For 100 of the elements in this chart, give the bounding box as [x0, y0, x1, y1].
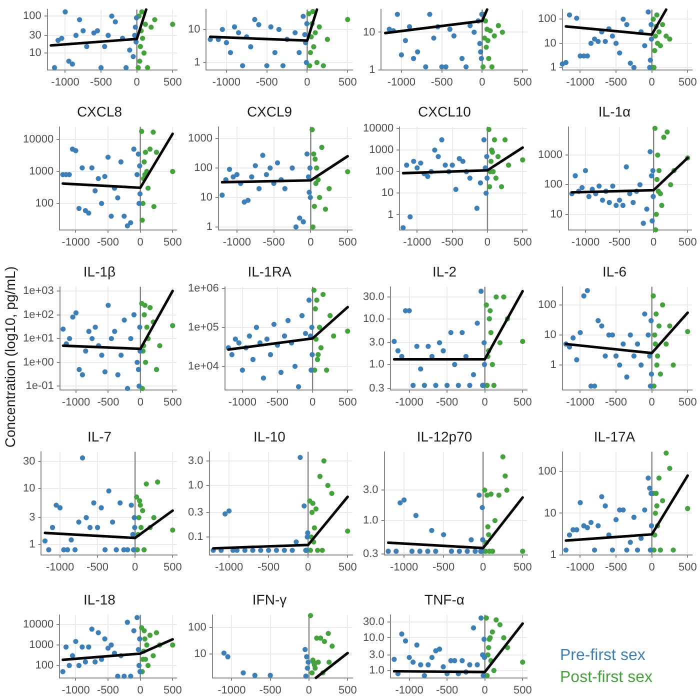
chart-title: IL-2 — [432, 263, 457, 280]
x-tick-label: 500 — [513, 236, 532, 248]
x-tick-label: 500 — [678, 76, 697, 88]
x-tick-label: -1000 — [390, 561, 418, 574]
x-tick-label: 0 — [309, 396, 316, 408]
y-tick-label: 10 — [188, 24, 200, 36]
y-tick-label: 3.0 — [188, 454, 204, 467]
x-tick-label: 500 — [513, 76, 532, 88]
x-tick-label: -1000 — [395, 396, 424, 408]
x-tick-label: 0 — [306, 684, 312, 696]
y-tick-label: 30 — [29, 29, 42, 42]
y-tick-label: 1 — [29, 538, 36, 550]
x-tick-label: 500 — [163, 76, 182, 88]
y-tick-label: 1000 — [29, 166, 54, 178]
x-tick-label: -500 — [605, 396, 628, 408]
y-tick-label: 10 — [200, 192, 212, 204]
x-tick-label: -500 — [430, 76, 453, 88]
x-tick-label: -500 — [90, 76, 112, 88]
x-tick-label: 500 — [163, 684, 182, 696]
chart-title: IL-17A — [594, 428, 636, 444]
x-tick-label: 0 — [304, 76, 310, 88]
x-tick-label: -500 — [608, 236, 631, 248]
chart-title: IFN-γ — [252, 591, 287, 608]
x-tick-label: 500 — [163, 236, 182, 248]
x-tick-label: 500 — [338, 76, 357, 88]
y-tick-label: 3.0 — [369, 648, 384, 661]
x-tick-label: -500 — [258, 561, 280, 574]
y-tick-label: 100 — [194, 162, 212, 174]
y-tick-label: 1e-01 — [26, 380, 54, 392]
x-tick-label: 0 — [137, 236, 144, 248]
x-tick-label: -500 — [436, 684, 458, 696]
y-tick-label: 10 — [381, 187, 394, 200]
y-tick-label: 1000 — [369, 144, 394, 156]
x-tick-label: -1000 — [403, 236, 432, 248]
x-tick-label: -500 — [436, 396, 458, 408]
x-tick-label: 500 — [338, 396, 357, 408]
y-tick-label: 10 — [194, 648, 206, 660]
chart-title: IL-10 — [254, 428, 286, 444]
text: Pre-first sex — [560, 646, 646, 666]
x-tick-label: -500 — [97, 396, 120, 408]
x-tick-label: -1000 — [228, 396, 256, 408]
x-tick-label: 500 — [678, 396, 697, 408]
y-tick-label: 10 — [362, 26, 376, 38]
y-tick-label: 1e+05 — [188, 321, 219, 334]
x-tick-label: 0 — [648, 76, 655, 88]
y-tick-label: 10 — [29, 47, 42, 60]
y-tick-label: 10.0 — [362, 632, 384, 644]
x-tick-label: 0 — [482, 684, 488, 696]
y-tick-label: 10 — [544, 328, 556, 341]
x-tick-label: -1000 — [62, 396, 90, 408]
x-tick-label: 0 — [482, 396, 488, 408]
y-tick-label: 30.0 — [362, 290, 384, 303]
chart-title: IL-18 — [84, 591, 116, 608]
y-tick-label: 1e+03 — [22, 285, 54, 298]
y-tick-label: 1 — [550, 61, 556, 74]
chart-title: IL-1RA — [248, 263, 292, 280]
x-tick-label: 0 — [648, 561, 655, 574]
x-tick-label: -500 — [97, 236, 120, 248]
x-tick-label: -500 — [86, 561, 109, 574]
chart-title: IL-7 — [87, 428, 112, 444]
x-tick-label: 500 — [678, 561, 697, 574]
x-tick-label: 0 — [137, 396, 144, 408]
x-tick-label: -500 — [262, 236, 285, 248]
x-tick-label: 0 — [305, 561, 312, 574]
y-tick-label: 1e+04 — [188, 360, 219, 372]
x-tick-label: -500 — [441, 236, 464, 248]
chart-title: CXCL9 — [246, 103, 292, 120]
x-tick-label: -1000 — [395, 684, 424, 696]
y-tick-label: 3 — [29, 512, 36, 524]
y-tick-label: 10000 — [22, 134, 54, 146]
text: Post-first sex — [560, 668, 652, 688]
y-tick-label: 10 — [22, 482, 36, 494]
y-tick-label: 1000 — [29, 639, 54, 652]
x-tick-label: 0 — [484, 236, 491, 248]
x-tick-label: -1000 — [387, 76, 416, 88]
y-tick-label: 0.3 — [188, 506, 204, 518]
y-tick-label: 30.0 — [362, 616, 384, 628]
y-tick-label: 1 — [206, 220, 212, 233]
chart-title: IL-12p70 — [416, 428, 472, 444]
x-tick-label: 500 — [678, 236, 697, 248]
y-tick-label: 1 — [550, 548, 556, 561]
x-tick-label: 0 — [648, 396, 655, 408]
y-tick-label: 1000 — [538, 149, 562, 162]
y-tick-label: 1.0 — [362, 514, 378, 527]
x-tick-label: 0 — [480, 561, 486, 574]
x-tick-label: -1000 — [218, 684, 246, 696]
y-tick-label: 1e+02 — [22, 308, 54, 321]
x-tick-label: -1000 — [62, 684, 90, 696]
x-tick-label: 0 — [132, 561, 138, 574]
x-tick-label: -500 — [97, 684, 120, 696]
x-tick-label: 500 — [513, 561, 532, 574]
chart-title: CXCL8 — [76, 103, 122, 120]
x-tick-label: 0 — [137, 684, 144, 696]
x-tick-label: 0 — [134, 76, 140, 88]
y-tick-label: 10.0 — [362, 312, 384, 325]
x-tick-label: 0 — [308, 236, 314, 248]
x-tick-label: -1000 — [571, 236, 600, 248]
y-tick-label: 10 — [544, 507, 556, 520]
chart-title: IL-1α — [598, 103, 631, 120]
y-tick-label: 10000 — [22, 618, 54, 631]
